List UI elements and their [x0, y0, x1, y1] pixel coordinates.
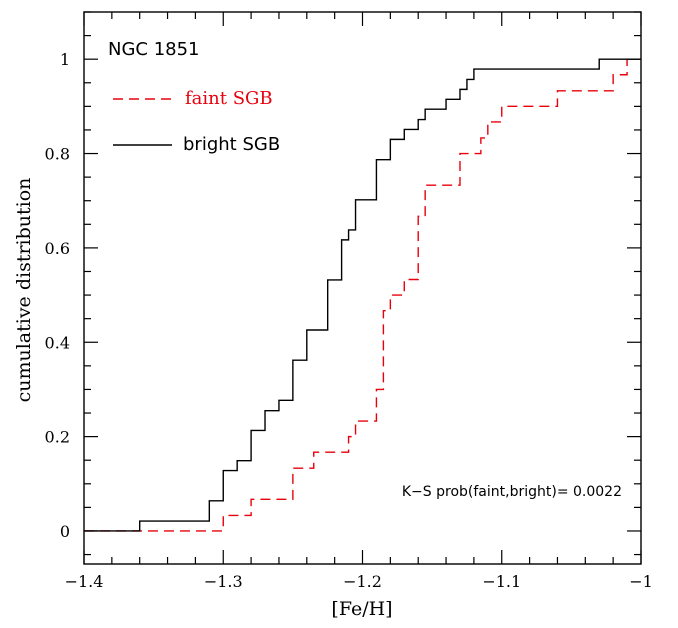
x-tick-label: −1.2: [343, 572, 382, 591]
ks-annotation: K−S prob(faint,bright)= 0.0022: [402, 484, 622, 500]
y-tick-label: 0.2: [45, 428, 70, 447]
x-tick-label: −1.1: [482, 572, 521, 591]
axis-ticks: [83, 11, 642, 564]
plot-frame: [83, 11, 642, 565]
legend: NGC 1851 faint SGB bright SGB: [108, 39, 280, 155]
y-axis-title: cumulative distribution: [13, 178, 35, 403]
legend-label-faint-sgb: faint SGB: [185, 88, 273, 109]
series-layer: [84, 58, 641, 532]
x-tick-label: −1: [629, 572, 653, 591]
y-tick-label: 0: [60, 522, 70, 541]
series-line-faint-sgb: [84, 59, 628, 532]
series-line-bright-sgb: [84, 58, 641, 532]
x-tick-label: −1.4: [65, 572, 104, 591]
x-axis-title: [Fe/H]: [331, 598, 392, 620]
y-tick-label: 0.6: [45, 239, 70, 258]
legend-title: NGC 1851: [108, 39, 200, 60]
tick-labels: −1.4 −1.3 −1.2 −1.1 −1 0 0.2 0.4 0.6 0.8 1: [45, 50, 653, 591]
x-tick-label: −1.3: [204, 572, 243, 591]
y-tick-label: 1: [60, 50, 70, 69]
y-tick-label: 0.8: [45, 145, 70, 164]
legend-label-bright-sgb: bright SGB: [183, 134, 280, 155]
y-tick-label: 0.4: [45, 333, 70, 352]
